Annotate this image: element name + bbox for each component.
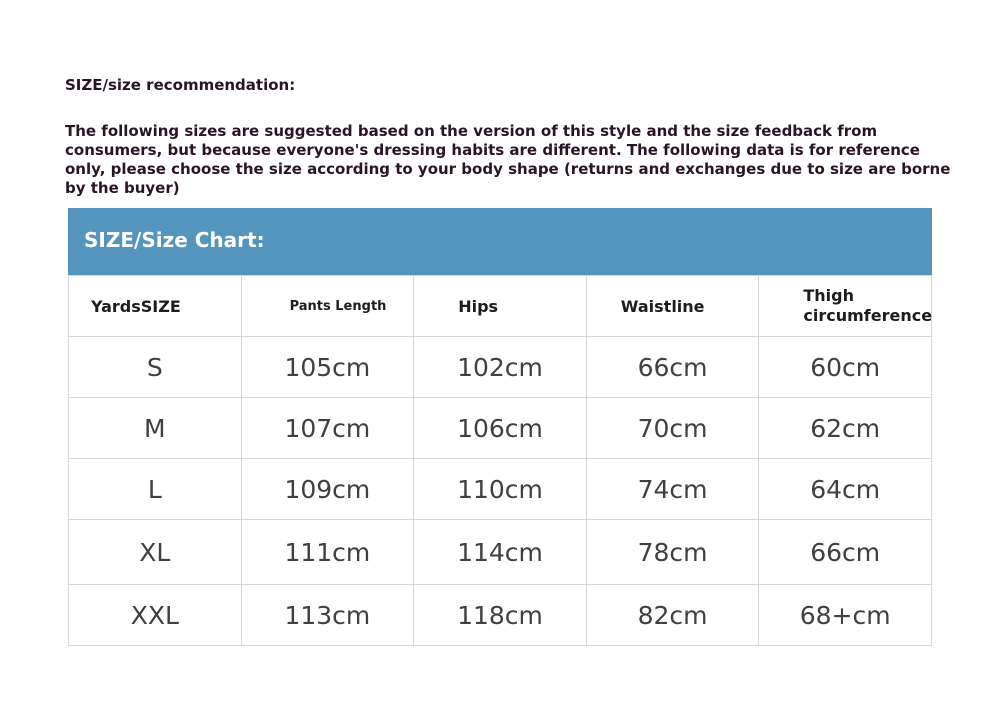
section-heading: SIZE/size recommendation:: [65, 76, 296, 94]
table-cell: L: [68, 458, 242, 520]
table-cell: 109cm: [240, 458, 415, 520]
column-header: Hips: [413, 275, 587, 337]
table-cell: 110cm: [413, 458, 587, 520]
size-note: The following sizes are suggested based …: [65, 122, 951, 197]
table-row: XXL 113cm 118cm 82cm 68+cm: [68, 584, 932, 646]
table-cell: 62cm: [758, 397, 932, 459]
table-cell: 118cm: [413, 584, 587, 646]
column-header: Pants Length: [240, 275, 415, 337]
table-cell: 70cm: [585, 397, 760, 459]
table-cell: 64cm: [758, 458, 932, 520]
table-cell: 114cm: [413, 519, 587, 585]
table-cell: 60cm: [758, 336, 932, 398]
table-cell: M: [68, 397, 242, 459]
table-row: S 105cm 102cm 66cm 60cm: [68, 336, 932, 398]
size-table: YardsSIZE Pants Length Hips Waistline Th…: [68, 275, 932, 646]
table-cell: 68+cm: [758, 584, 932, 646]
column-header: YardsSIZE: [68, 275, 242, 337]
table-cell: 113cm: [240, 584, 415, 646]
table-cell: XL: [68, 519, 242, 585]
table-row: M 107cm 106cm 70cm 62cm: [68, 397, 932, 459]
table-cell: 74cm: [585, 458, 760, 520]
table-cell: 66cm: [585, 336, 760, 398]
column-header: Thigh circumference: [758, 275, 932, 337]
table-cell: 82cm: [585, 584, 760, 646]
table-header-row: YardsSIZE Pants Length Hips Waistline Th…: [68, 275, 932, 337]
size-chart: SIZE/Size Chart: YardsSIZE Pants Length …: [68, 208, 932, 646]
table-cell: 66cm: [758, 519, 932, 585]
column-header: Waistline: [585, 275, 760, 337]
table-cell: 111cm: [240, 519, 415, 585]
table-cell: 78cm: [585, 519, 760, 585]
table-cell: 106cm: [413, 397, 587, 459]
chart-title: SIZE/Size Chart:: [68, 208, 932, 275]
table-row: L 109cm 110cm 74cm 64cm: [68, 458, 932, 520]
table-cell: 107cm: [240, 397, 415, 459]
table-cell: XXL: [68, 584, 242, 646]
table-cell: S: [68, 336, 242, 398]
table-row: XL 111cm 114cm 78cm 66cm: [68, 519, 932, 585]
table-cell: 105cm: [240, 336, 415, 398]
table-cell: 102cm: [413, 336, 587, 398]
